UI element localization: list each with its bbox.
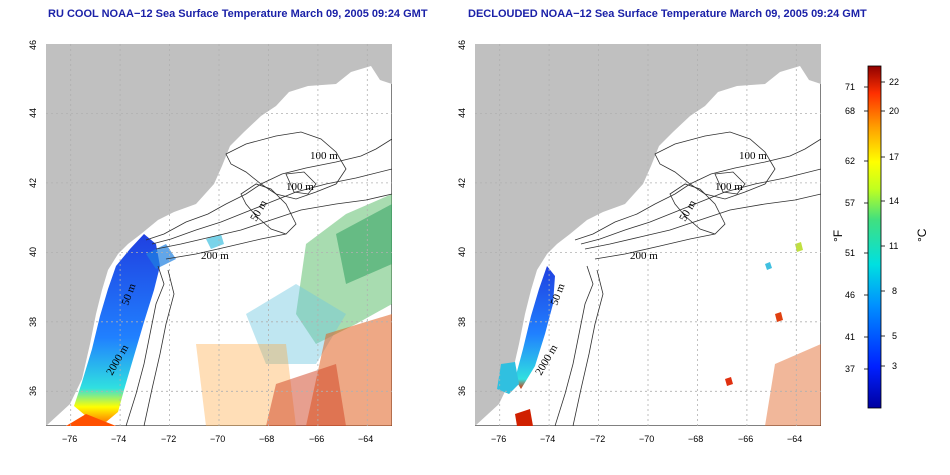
right-lon-axis: −76 −74 −72 −70 −68 −66 −64 bbox=[491, 434, 802, 444]
temperature-colorbar: 71 68 62 57 51 46 41 37 bbox=[831, 60, 929, 420]
lat-tick-label: 46 bbox=[28, 40, 38, 50]
left-bathymetry-contours bbox=[125, 131, 392, 426]
c-tick-label: 8 bbox=[892, 286, 897, 296]
lon-tick-label: −66 bbox=[738, 434, 753, 444]
contour-label: 100 m bbox=[739, 150, 767, 162]
c-tick-label: 14 bbox=[889, 196, 899, 206]
right-coastal-patch bbox=[497, 362, 519, 394]
lat-tick-label: 36 bbox=[457, 386, 467, 396]
celsius-ticks: 22 20 17 14 11 8 5 3 bbox=[889, 77, 899, 371]
left-offshore-sst bbox=[146, 194, 392, 426]
right-bathymetry-contours bbox=[554, 131, 821, 426]
f-tick-label: 41 bbox=[845, 332, 855, 342]
contour-label: 200 m bbox=[201, 250, 229, 262]
right-offshore-sst bbox=[725, 242, 821, 426]
c-tick-label: 22 bbox=[889, 77, 899, 87]
contour-label: 100 m bbox=[286, 181, 314, 193]
lon-tick-label: −66 bbox=[309, 434, 324, 444]
right-panel-title: DECLOUDED NOAA−12 Sea Surface Temperatur… bbox=[468, 8, 867, 20]
lat-tick-label: 42 bbox=[457, 178, 467, 188]
right-map-panel: 100 m 100 m 50 m 200 m 50 m 2000 m 36 38… bbox=[457, 40, 821, 444]
right-lat-axis: 36 38 40 42 44 46 bbox=[457, 40, 467, 396]
f-tick-label: 46 bbox=[845, 290, 855, 300]
lat-tick-label: 46 bbox=[457, 40, 467, 50]
lat-tick-label: 38 bbox=[28, 317, 38, 327]
lon-tick-label: −76 bbox=[491, 434, 506, 444]
right-warm-coastal-patch bbox=[515, 409, 533, 426]
left-lon-axis: −76 −74 −72 −70 −68 −66 −64 bbox=[62, 434, 373, 444]
fahrenheit-unit-label: °F bbox=[831, 230, 845, 242]
lat-tick-label: 38 bbox=[457, 317, 467, 327]
lat-tick-label: 44 bbox=[457, 108, 467, 118]
lon-tick-label: −64 bbox=[358, 434, 373, 444]
f-tick-label: 68 bbox=[845, 106, 855, 116]
celsius-unit-label: °C bbox=[915, 228, 929, 242]
f-tick-label: 62 bbox=[845, 156, 855, 166]
contour-label: 100 m bbox=[715, 181, 743, 193]
lat-tick-label: 40 bbox=[28, 247, 38, 257]
contour-label: 200 m bbox=[630, 250, 658, 262]
lon-tick-label: −68 bbox=[688, 434, 703, 444]
c-tick-label: 11 bbox=[889, 241, 898, 251]
left-panel-title: RU COOL NOAA−12 Sea Surface Temperature … bbox=[48, 8, 428, 20]
right-coastal-sst-band bbox=[515, 266, 555, 389]
lat-tick-label: 40 bbox=[457, 247, 467, 257]
c-tick-label: 3 bbox=[892, 361, 897, 371]
fahrenheit-ticks: 71 68 62 57 51 46 41 37 bbox=[845, 82, 855, 374]
f-tick-label: 57 bbox=[845, 198, 855, 208]
lon-tick-label: −64 bbox=[787, 434, 802, 444]
c-tick-label: 5 bbox=[892, 331, 897, 341]
lon-tick-label: −70 bbox=[210, 434, 225, 444]
f-tick-label: 51 bbox=[845, 248, 855, 258]
lat-tick-label: 36 bbox=[28, 386, 38, 396]
f-tick-label: 37 bbox=[845, 364, 855, 374]
c-tick-label: 17 bbox=[889, 152, 899, 162]
left-warm-coastal-patch bbox=[66, 414, 116, 426]
c-tick-label: 20 bbox=[889, 106, 899, 116]
left-coastal-sst-band bbox=[74, 234, 160, 422]
lon-tick-label: −68 bbox=[259, 434, 274, 444]
colorbar-gradient bbox=[867, 65, 882, 409]
lon-tick-label: −72 bbox=[590, 434, 605, 444]
left-lat-axis: 36 38 40 42 44 46 bbox=[28, 40, 38, 396]
lon-tick-label: −74 bbox=[540, 434, 555, 444]
lon-tick-label: −72 bbox=[161, 434, 176, 444]
f-tick-label: 71 bbox=[845, 82, 855, 92]
contour-label: 100 m bbox=[310, 150, 338, 162]
right-land-mass bbox=[475, 44, 821, 426]
left-map-panel: 100 m 100 m 50 m 200 m 50 m 2000 m 36 38… bbox=[28, 40, 392, 444]
lat-tick-label: 44 bbox=[28, 108, 38, 118]
lon-tick-label: −74 bbox=[111, 434, 126, 444]
colorbar-tick-marks bbox=[864, 81, 885, 370]
lon-tick-label: −70 bbox=[639, 434, 654, 444]
lat-tick-label: 42 bbox=[28, 178, 38, 188]
lon-tick-label: −76 bbox=[62, 434, 77, 444]
